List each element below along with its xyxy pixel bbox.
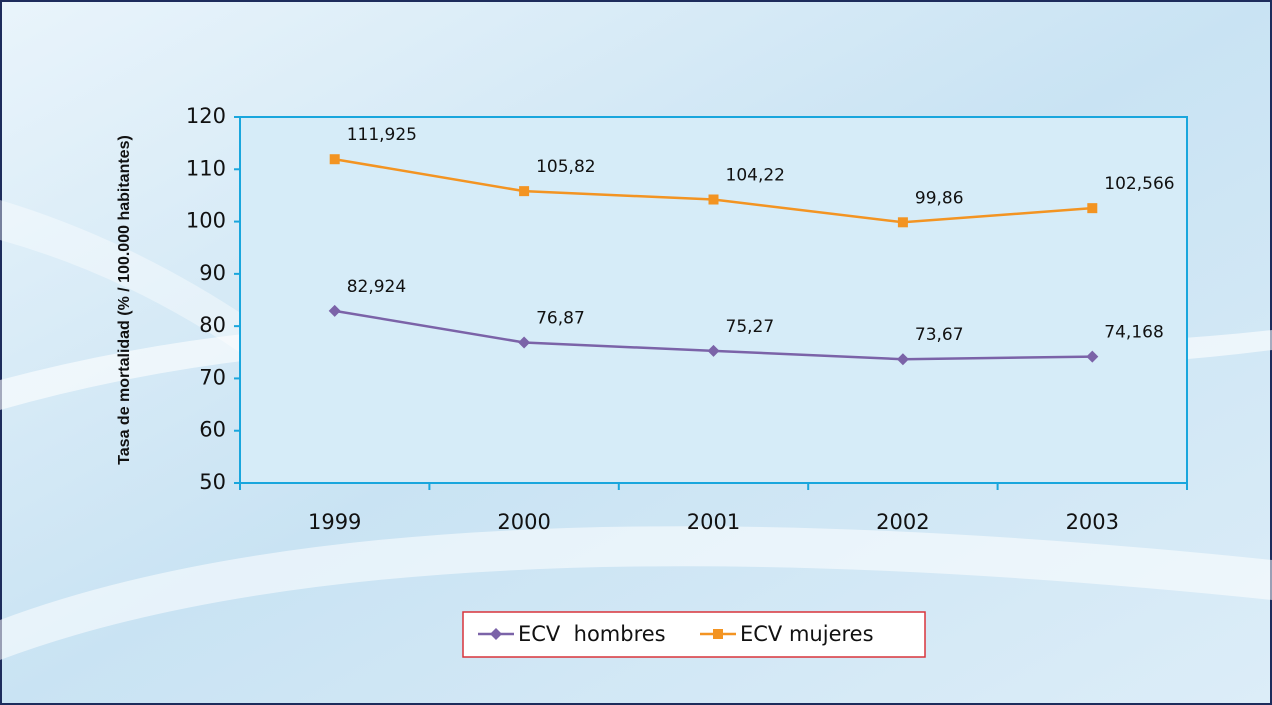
y-tick-label: 90 <box>199 261 226 285</box>
data-label: 104,22 <box>726 166 785 186</box>
plot-area <box>239 116 1188 484</box>
data-label: 75,27 <box>726 317 775 337</box>
x-tick-label: 2003 <box>1066 510 1119 534</box>
y-tick-label: 60 <box>199 418 226 442</box>
data-point <box>896 353 909 366</box>
data-label: 99,86 <box>915 188 964 208</box>
data-point <box>329 154 340 165</box>
data-point <box>1086 350 1099 363</box>
y-tick-label: 50 <box>199 470 226 494</box>
y-tick-label: 120 <box>186 104 226 128</box>
data-point <box>519 186 530 197</box>
data-point <box>707 344 720 357</box>
legend-label: ECV mujeres <box>740 622 874 646</box>
data-label: 73,67 <box>915 325 964 345</box>
data-label: 105,82 <box>536 157 595 177</box>
data-label: 82,924 <box>347 277 406 297</box>
x-tick-label: 2002 <box>876 510 929 534</box>
y-tick-label: 70 <box>199 365 226 389</box>
legend-label: ECV hombres <box>518 622 666 646</box>
data-label: 102,566 <box>1104 174 1174 194</box>
x-tick-label: 2000 <box>497 510 550 534</box>
y-tick-label: 110 <box>186 156 226 180</box>
swoosh <box>0 526 1272 660</box>
data-point <box>518 336 531 349</box>
y-tick-label: 80 <box>199 313 226 337</box>
x-tick-label: 1999 <box>308 510 361 534</box>
data-point <box>328 304 341 317</box>
data-point <box>897 217 908 228</box>
y-tick-label: 100 <box>186 209 226 233</box>
legend-marker <box>490 628 502 640</box>
data-point <box>708 194 719 205</box>
y-axis-title: Tasa de mortalidad (% / 100.000 habitant… <box>116 135 133 465</box>
data-label: 74,168 <box>1104 323 1163 343</box>
data-label: 111,925 <box>347 125 417 145</box>
data-point <box>1087 203 1098 214</box>
data-label: 76,87 <box>536 309 585 329</box>
x-tick-label: 2001 <box>687 510 740 534</box>
legend-marker <box>713 629 723 639</box>
legend-box <box>462 611 926 658</box>
